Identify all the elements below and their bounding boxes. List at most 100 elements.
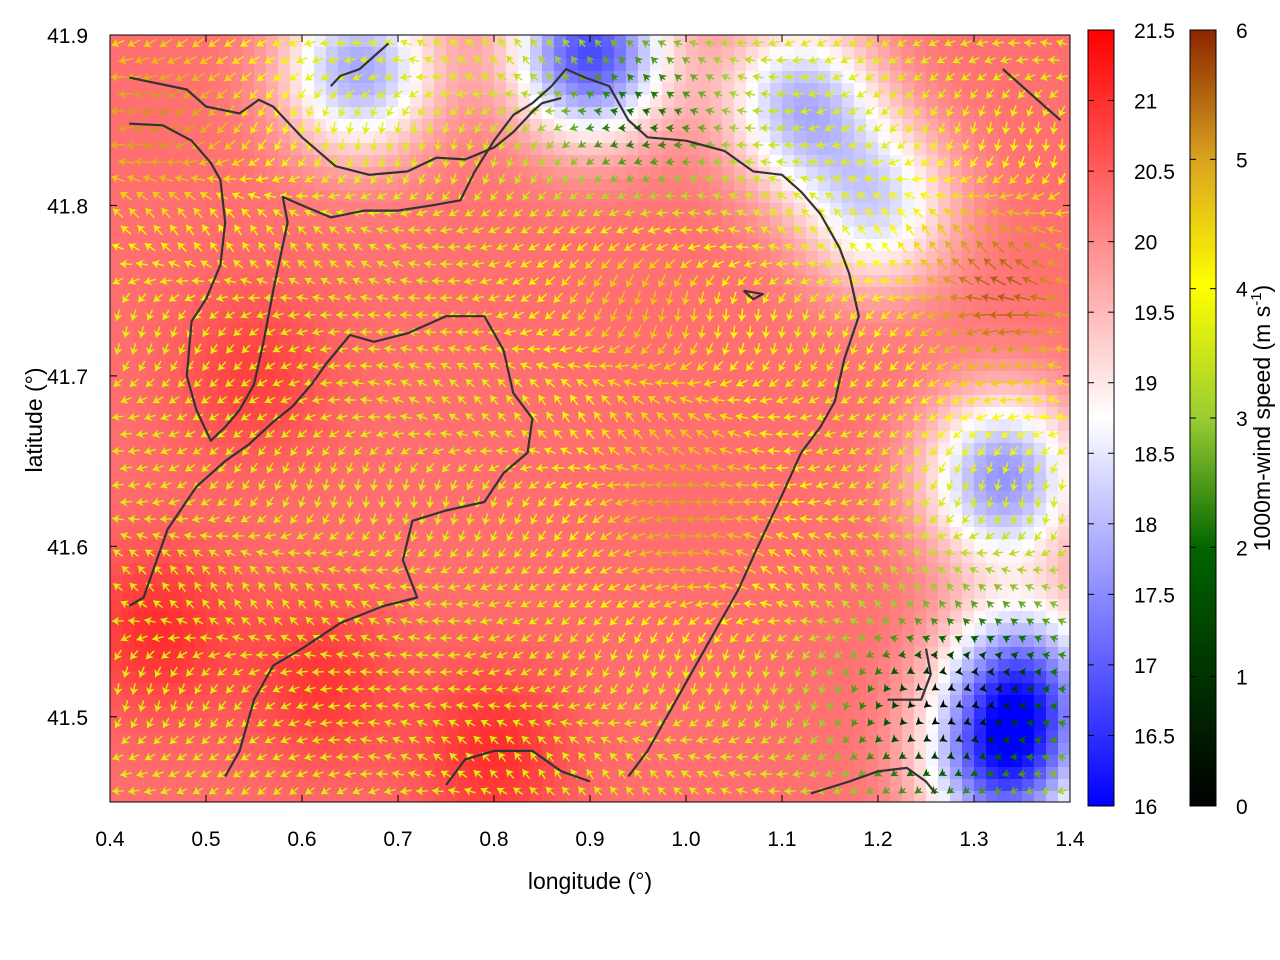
heatmap-cell xyxy=(302,623,315,636)
heatmap-cell xyxy=(170,287,183,300)
heatmap-cell xyxy=(602,107,615,120)
heatmap-cell xyxy=(902,167,915,180)
heatmap-cell xyxy=(878,467,891,480)
heatmap-cell xyxy=(122,335,135,348)
heatmap-cell xyxy=(590,191,603,204)
heatmap-cell xyxy=(122,251,135,264)
heatmap-cell xyxy=(254,299,267,312)
heatmap-cell xyxy=(518,275,531,288)
heatmap-cell xyxy=(110,251,123,264)
heatmap-cell xyxy=(314,131,327,144)
heatmap-cell xyxy=(302,155,315,168)
heatmap-cell xyxy=(470,371,483,384)
heatmap-cell xyxy=(734,359,747,372)
heatmap-cell xyxy=(974,155,987,168)
heatmap-cell xyxy=(506,215,519,228)
heatmap-cell xyxy=(422,479,435,492)
heatmap-cell xyxy=(134,791,147,802)
heatmap-cell xyxy=(158,455,171,468)
heatmap-cell xyxy=(662,167,675,180)
heatmap-cell xyxy=(1022,419,1035,432)
heatmap-cell xyxy=(638,263,651,276)
heatmap-cell xyxy=(494,503,507,516)
heatmap-cell xyxy=(614,683,627,696)
plot-area xyxy=(109,34,1071,803)
heatmap-cell xyxy=(1010,491,1023,504)
heatmap-cell xyxy=(986,647,999,660)
heatmap-cell xyxy=(206,671,219,684)
heatmap-cell xyxy=(746,131,759,144)
heatmap-cell xyxy=(122,419,135,432)
heatmap-cell xyxy=(182,575,195,588)
heatmap-cell xyxy=(302,743,315,756)
heatmap-cell xyxy=(782,455,795,468)
heatmap-cell xyxy=(782,623,795,636)
heatmap-cell xyxy=(134,179,147,192)
heatmap-cell xyxy=(782,431,795,444)
heatmap-cell xyxy=(986,743,999,756)
heatmap-cell xyxy=(146,587,159,600)
heatmap-cell xyxy=(254,659,267,672)
heatmap-cell xyxy=(710,587,723,600)
heatmap-cell xyxy=(734,743,747,756)
heatmap-cell xyxy=(350,743,363,756)
heatmap-cell xyxy=(830,563,843,576)
heatmap-cell xyxy=(806,407,819,420)
heatmap-cell xyxy=(866,215,879,228)
heatmap-cell xyxy=(398,623,411,636)
heatmap-cell xyxy=(926,251,939,264)
heatmap-cell xyxy=(470,131,483,144)
heatmap-cell xyxy=(122,59,135,72)
heatmap-cell xyxy=(542,671,555,684)
heatmap-cell xyxy=(350,707,363,720)
heatmap-cell xyxy=(230,623,243,636)
heatmap-cell xyxy=(170,791,183,802)
heatmap-cell xyxy=(278,683,291,696)
heatmap-cell xyxy=(110,659,123,672)
heatmap-cell xyxy=(194,659,207,672)
heatmap-cell xyxy=(878,59,891,72)
heatmap-cell xyxy=(554,707,567,720)
heatmap-cell xyxy=(446,155,459,168)
heatmap-cell xyxy=(554,275,567,288)
heatmap-cell xyxy=(326,707,339,720)
heatmap-cell xyxy=(890,419,903,432)
heatmap-cell xyxy=(974,59,987,72)
heatmap-cell xyxy=(326,299,339,312)
heatmap-cell xyxy=(830,707,843,720)
heatmap-cell xyxy=(374,647,387,660)
heatmap-cell xyxy=(494,767,507,780)
heatmap-cell xyxy=(122,503,135,516)
heatmap-cell xyxy=(698,131,711,144)
heatmap-cell xyxy=(122,455,135,468)
heatmap-cell xyxy=(146,131,159,144)
heatmap-cell xyxy=(758,419,771,432)
heatmap-cell xyxy=(338,743,351,756)
heatmap-cell xyxy=(686,215,699,228)
heatmap-cell xyxy=(326,575,339,588)
heatmap-cell xyxy=(434,491,447,504)
heatmap-cell xyxy=(482,95,495,108)
heatmap-cell xyxy=(146,107,159,120)
heatmap-cell xyxy=(890,743,903,756)
heatmap-cell xyxy=(662,419,675,432)
heatmap-cell xyxy=(554,95,567,108)
heatmap-cell xyxy=(782,563,795,576)
heatmap-cell xyxy=(830,59,843,72)
heatmap-cell xyxy=(494,95,507,108)
heatmap-cell xyxy=(542,323,555,336)
heatmap-cell xyxy=(986,419,999,432)
heatmap-cell xyxy=(590,83,603,96)
heatmap-cell xyxy=(398,47,411,60)
heatmap-cell xyxy=(146,419,159,432)
heatmap-cell xyxy=(626,659,639,672)
heatmap-cell xyxy=(278,575,291,588)
heatmap-cell xyxy=(830,527,843,540)
heatmap-cell xyxy=(398,743,411,756)
heatmap-cell xyxy=(758,179,771,192)
heatmap-cell xyxy=(890,623,903,636)
heatmap-cell xyxy=(122,275,135,288)
heatmap-cell xyxy=(338,623,351,636)
heatmap-cell xyxy=(134,419,147,432)
heatmap-cell xyxy=(902,143,915,156)
